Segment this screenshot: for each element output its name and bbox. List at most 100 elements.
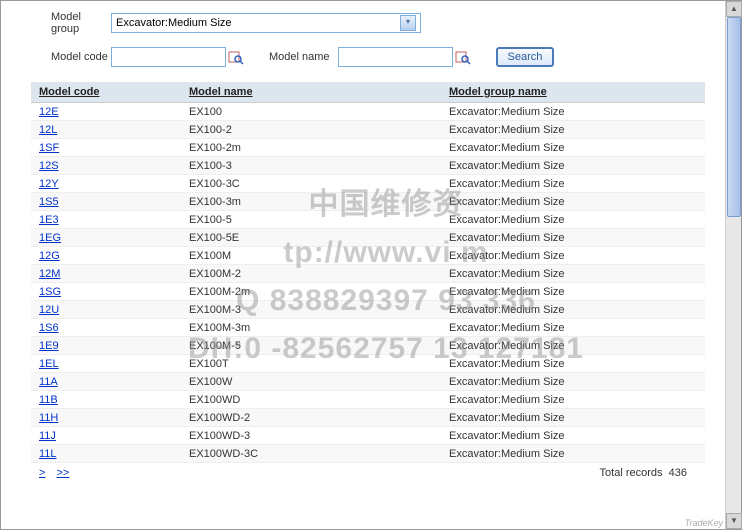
model-code-link[interactable]: 11J xyxy=(31,427,181,445)
model-group-cell: Excavator:Medium Size xyxy=(441,193,705,211)
model-group-cell: Excavator:Medium Size xyxy=(441,283,705,301)
model-name-cell: EX100-2m xyxy=(181,139,441,157)
model-code-link[interactable]: 12U xyxy=(31,301,181,319)
table-row: 1ELEX100TExcavator:Medium Size xyxy=(31,355,705,373)
model-name-cell: EX100M-5 xyxy=(181,337,441,355)
model-code-link[interactable]: 11B xyxy=(31,391,181,409)
model-name-cell: EX100-5 xyxy=(181,211,441,229)
model-code-link[interactable]: 1SG xyxy=(31,283,181,301)
model-name-cell: EX100WD-3C xyxy=(181,445,441,463)
table-row: 1SGEX100M-2mExcavator:Medium Size xyxy=(31,283,705,301)
model-name-input[interactable] xyxy=(338,47,453,67)
total-records: Total records 436 xyxy=(600,467,697,479)
model-group-cell: Excavator:Medium Size xyxy=(441,247,705,265)
model-group-cell: Excavator:Medium Size xyxy=(441,337,705,355)
header-model-code[interactable]: Model code xyxy=(31,82,181,103)
model-code-link[interactable]: 12L xyxy=(31,121,181,139)
model-name-cell: EX100WD-3 xyxy=(181,427,441,445)
model-group-cell: Excavator:Medium Size xyxy=(441,265,705,283)
model-group-cell: Excavator:Medium Size xyxy=(441,139,705,157)
model-code-link[interactable]: 1E9 xyxy=(31,337,181,355)
table-row: 12EEX100Excavator:Medium Size xyxy=(31,103,705,121)
model-name-label: Model name xyxy=(269,51,330,63)
table-row: 11HEX100WD-2Excavator:Medium Size xyxy=(31,409,705,427)
model-group-label: Model group xyxy=(31,11,111,35)
model-name-cell: EX100W xyxy=(181,373,441,391)
model-group-cell: Excavator:Medium Size xyxy=(441,229,705,247)
scroll-thumb[interactable] xyxy=(727,17,741,217)
table-row: 1EGEX100-5EExcavator:Medium Size xyxy=(31,229,705,247)
model-group-select[interactable]: Excavator:Medium Size ▾ xyxy=(111,13,421,33)
table-row: 1SFEX100-2mExcavator:Medium Size xyxy=(31,139,705,157)
model-code-link[interactable]: 1E3 xyxy=(31,211,181,229)
model-name-cell: EX100-3C xyxy=(181,175,441,193)
table-row: 1S5EX100-3mExcavator:Medium Size xyxy=(31,193,705,211)
model-name-cell: EX100WD-2 xyxy=(181,409,441,427)
model-name-cell: EX100-2 xyxy=(181,121,441,139)
table-row: 12MEX100M-2Excavator:Medium Size xyxy=(31,265,705,283)
scroll-down-icon[interactable]: ▼ xyxy=(726,513,742,529)
search-form: Model group Excavator:Medium Size ▾ Mode… xyxy=(31,11,705,67)
model-name-cell: EX100WD xyxy=(181,391,441,409)
model-group-cell: Excavator:Medium Size xyxy=(441,373,705,391)
table-row: 11BEX100WDExcavator:Medium Size xyxy=(31,391,705,409)
results-table: Model code Model name Model group name 1… xyxy=(31,82,705,481)
model-group-value: Excavator:Medium Size xyxy=(116,17,232,29)
model-name-cell: EX100-3m xyxy=(181,193,441,211)
model-group-cell: Excavator:Medium Size xyxy=(441,391,705,409)
model-code-link[interactable]: 12G xyxy=(31,247,181,265)
table-row: 11LEX100WD-3CExcavator:Medium Size xyxy=(31,445,705,463)
model-name-cell: EX100-3 xyxy=(181,157,441,175)
model-code-link[interactable]: 1S5 xyxy=(31,193,181,211)
model-code-link[interactable]: 12E xyxy=(31,103,181,121)
pager: > >> xyxy=(39,467,77,479)
table-row: 12SEX100-3Excavator:Medium Size xyxy=(31,157,705,175)
model-name-cell: EX100M-3m xyxy=(181,319,441,337)
header-model-group[interactable]: Model group name xyxy=(441,82,705,103)
table-row: 1S6EX100M-3mExcavator:Medium Size xyxy=(31,319,705,337)
model-code-link[interactable]: 1S6 xyxy=(31,319,181,337)
model-name-cell: EX100M xyxy=(181,247,441,265)
header-model-name[interactable]: Model name xyxy=(181,82,441,103)
model-name-cell: EX100M-2 xyxy=(181,265,441,283)
pager-last[interactable]: >> xyxy=(57,467,70,479)
table-row: 12LEX100-2Excavator:Medium Size xyxy=(31,121,705,139)
model-name-cell: EX100T xyxy=(181,355,441,373)
table-row: 11JEX100WD-3Excavator:Medium Size xyxy=(31,427,705,445)
model-name-cell: EX100-5E xyxy=(181,229,441,247)
table-row: 1E9EX100M-5Excavator:Medium Size xyxy=(31,337,705,355)
corner-brand: TradeKey xyxy=(685,518,723,528)
table-row: 12GEX100MExcavator:Medium Size xyxy=(31,247,705,265)
model-code-link[interactable]: 11H xyxy=(31,409,181,427)
model-group-cell: Excavator:Medium Size xyxy=(441,319,705,337)
model-code-link[interactable]: 1EG xyxy=(31,229,181,247)
search-button[interactable]: Search xyxy=(496,47,555,67)
model-group-cell: Excavator:Medium Size xyxy=(441,211,705,229)
model-group-cell: Excavator:Medium Size xyxy=(441,121,705,139)
model-code-link[interactable]: 11L xyxy=(31,445,181,463)
scrollbar[interactable]: ▲ ▼ xyxy=(725,1,741,529)
pager-next[interactable]: > xyxy=(39,467,45,479)
lookup-icon[interactable] xyxy=(228,49,244,65)
table-row: 12UEX100M-3Excavator:Medium Size xyxy=(31,301,705,319)
model-group-cell: Excavator:Medium Size xyxy=(441,409,705,427)
model-code-link[interactable]: 11A xyxy=(31,373,181,391)
model-group-cell: Excavator:Medium Size xyxy=(441,157,705,175)
model-group-cell: Excavator:Medium Size xyxy=(441,301,705,319)
model-name-cell: EX100M-2m xyxy=(181,283,441,301)
table-row: 11AEX100WExcavator:Medium Size xyxy=(31,373,705,391)
model-code-label: Model code xyxy=(31,51,111,63)
model-code-input[interactable] xyxy=(111,47,226,67)
model-name-cell: EX100M-3 xyxy=(181,301,441,319)
model-code-link[interactable]: 12S xyxy=(31,157,181,175)
lookup-icon[interactable] xyxy=(455,49,471,65)
chevron-down-icon: ▾ xyxy=(400,15,416,31)
model-group-cell: Excavator:Medium Size xyxy=(441,445,705,463)
model-group-cell: Excavator:Medium Size xyxy=(441,175,705,193)
model-code-link[interactable]: 12M xyxy=(31,265,181,283)
table-row: 12YEX100-3CExcavator:Medium Size xyxy=(31,175,705,193)
model-code-link[interactable]: 12Y xyxy=(31,175,181,193)
model-code-link[interactable]: 1SF xyxy=(31,139,181,157)
scroll-up-icon[interactable]: ▲ xyxy=(726,1,742,17)
model-code-link[interactable]: 1EL xyxy=(31,355,181,373)
